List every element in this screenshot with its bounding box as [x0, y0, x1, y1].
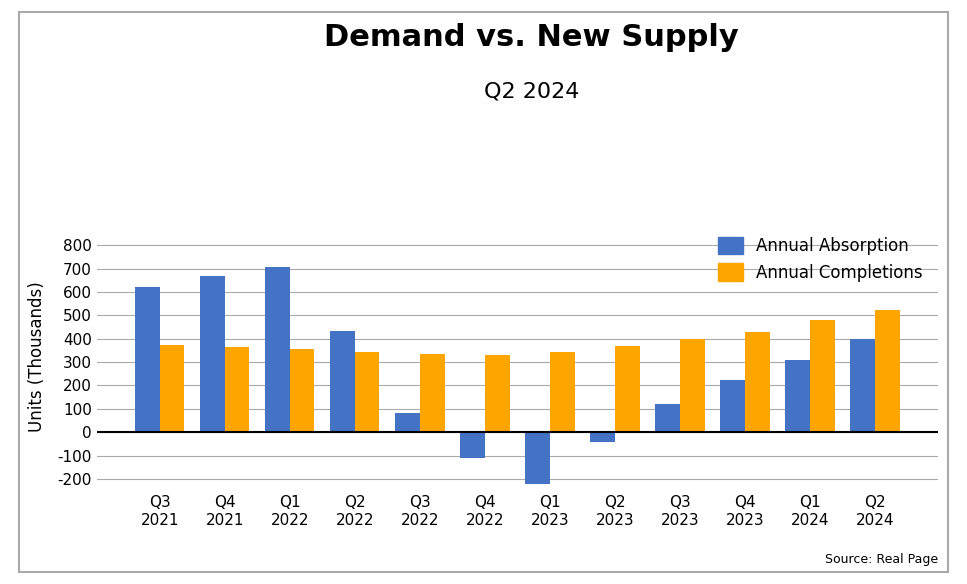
- Bar: [460, 432, 484, 458]
- Bar: [590, 432, 615, 442]
- Bar: [355, 352, 379, 432]
- Bar: [810, 321, 835, 432]
- Bar: [745, 332, 770, 432]
- Bar: [135, 287, 160, 432]
- Bar: [680, 339, 705, 432]
- Bar: [290, 349, 314, 432]
- Bar: [224, 347, 249, 432]
- Bar: [330, 331, 355, 432]
- Bar: [656, 404, 680, 432]
- Bar: [615, 346, 639, 432]
- Bar: [484, 355, 510, 432]
- Bar: [200, 276, 224, 432]
- Text: Demand vs. New Supply: Demand vs. New Supply: [325, 23, 739, 53]
- Bar: [850, 339, 875, 432]
- Bar: [720, 380, 745, 432]
- Bar: [525, 432, 550, 484]
- Bar: [785, 360, 810, 432]
- Bar: [550, 352, 574, 432]
- Text: Source: Real Page: Source: Real Page: [825, 554, 938, 566]
- Text: Q2 2024: Q2 2024: [484, 82, 579, 102]
- Legend: Annual Absorption, Annual Completions: Annual Absorption, Annual Completions: [712, 230, 929, 288]
- Bar: [396, 413, 420, 432]
- Bar: [160, 345, 185, 432]
- Bar: [265, 267, 290, 432]
- Bar: [420, 354, 445, 432]
- Bar: [875, 310, 899, 432]
- Y-axis label: Units (Thousands): Units (Thousands): [28, 281, 46, 432]
